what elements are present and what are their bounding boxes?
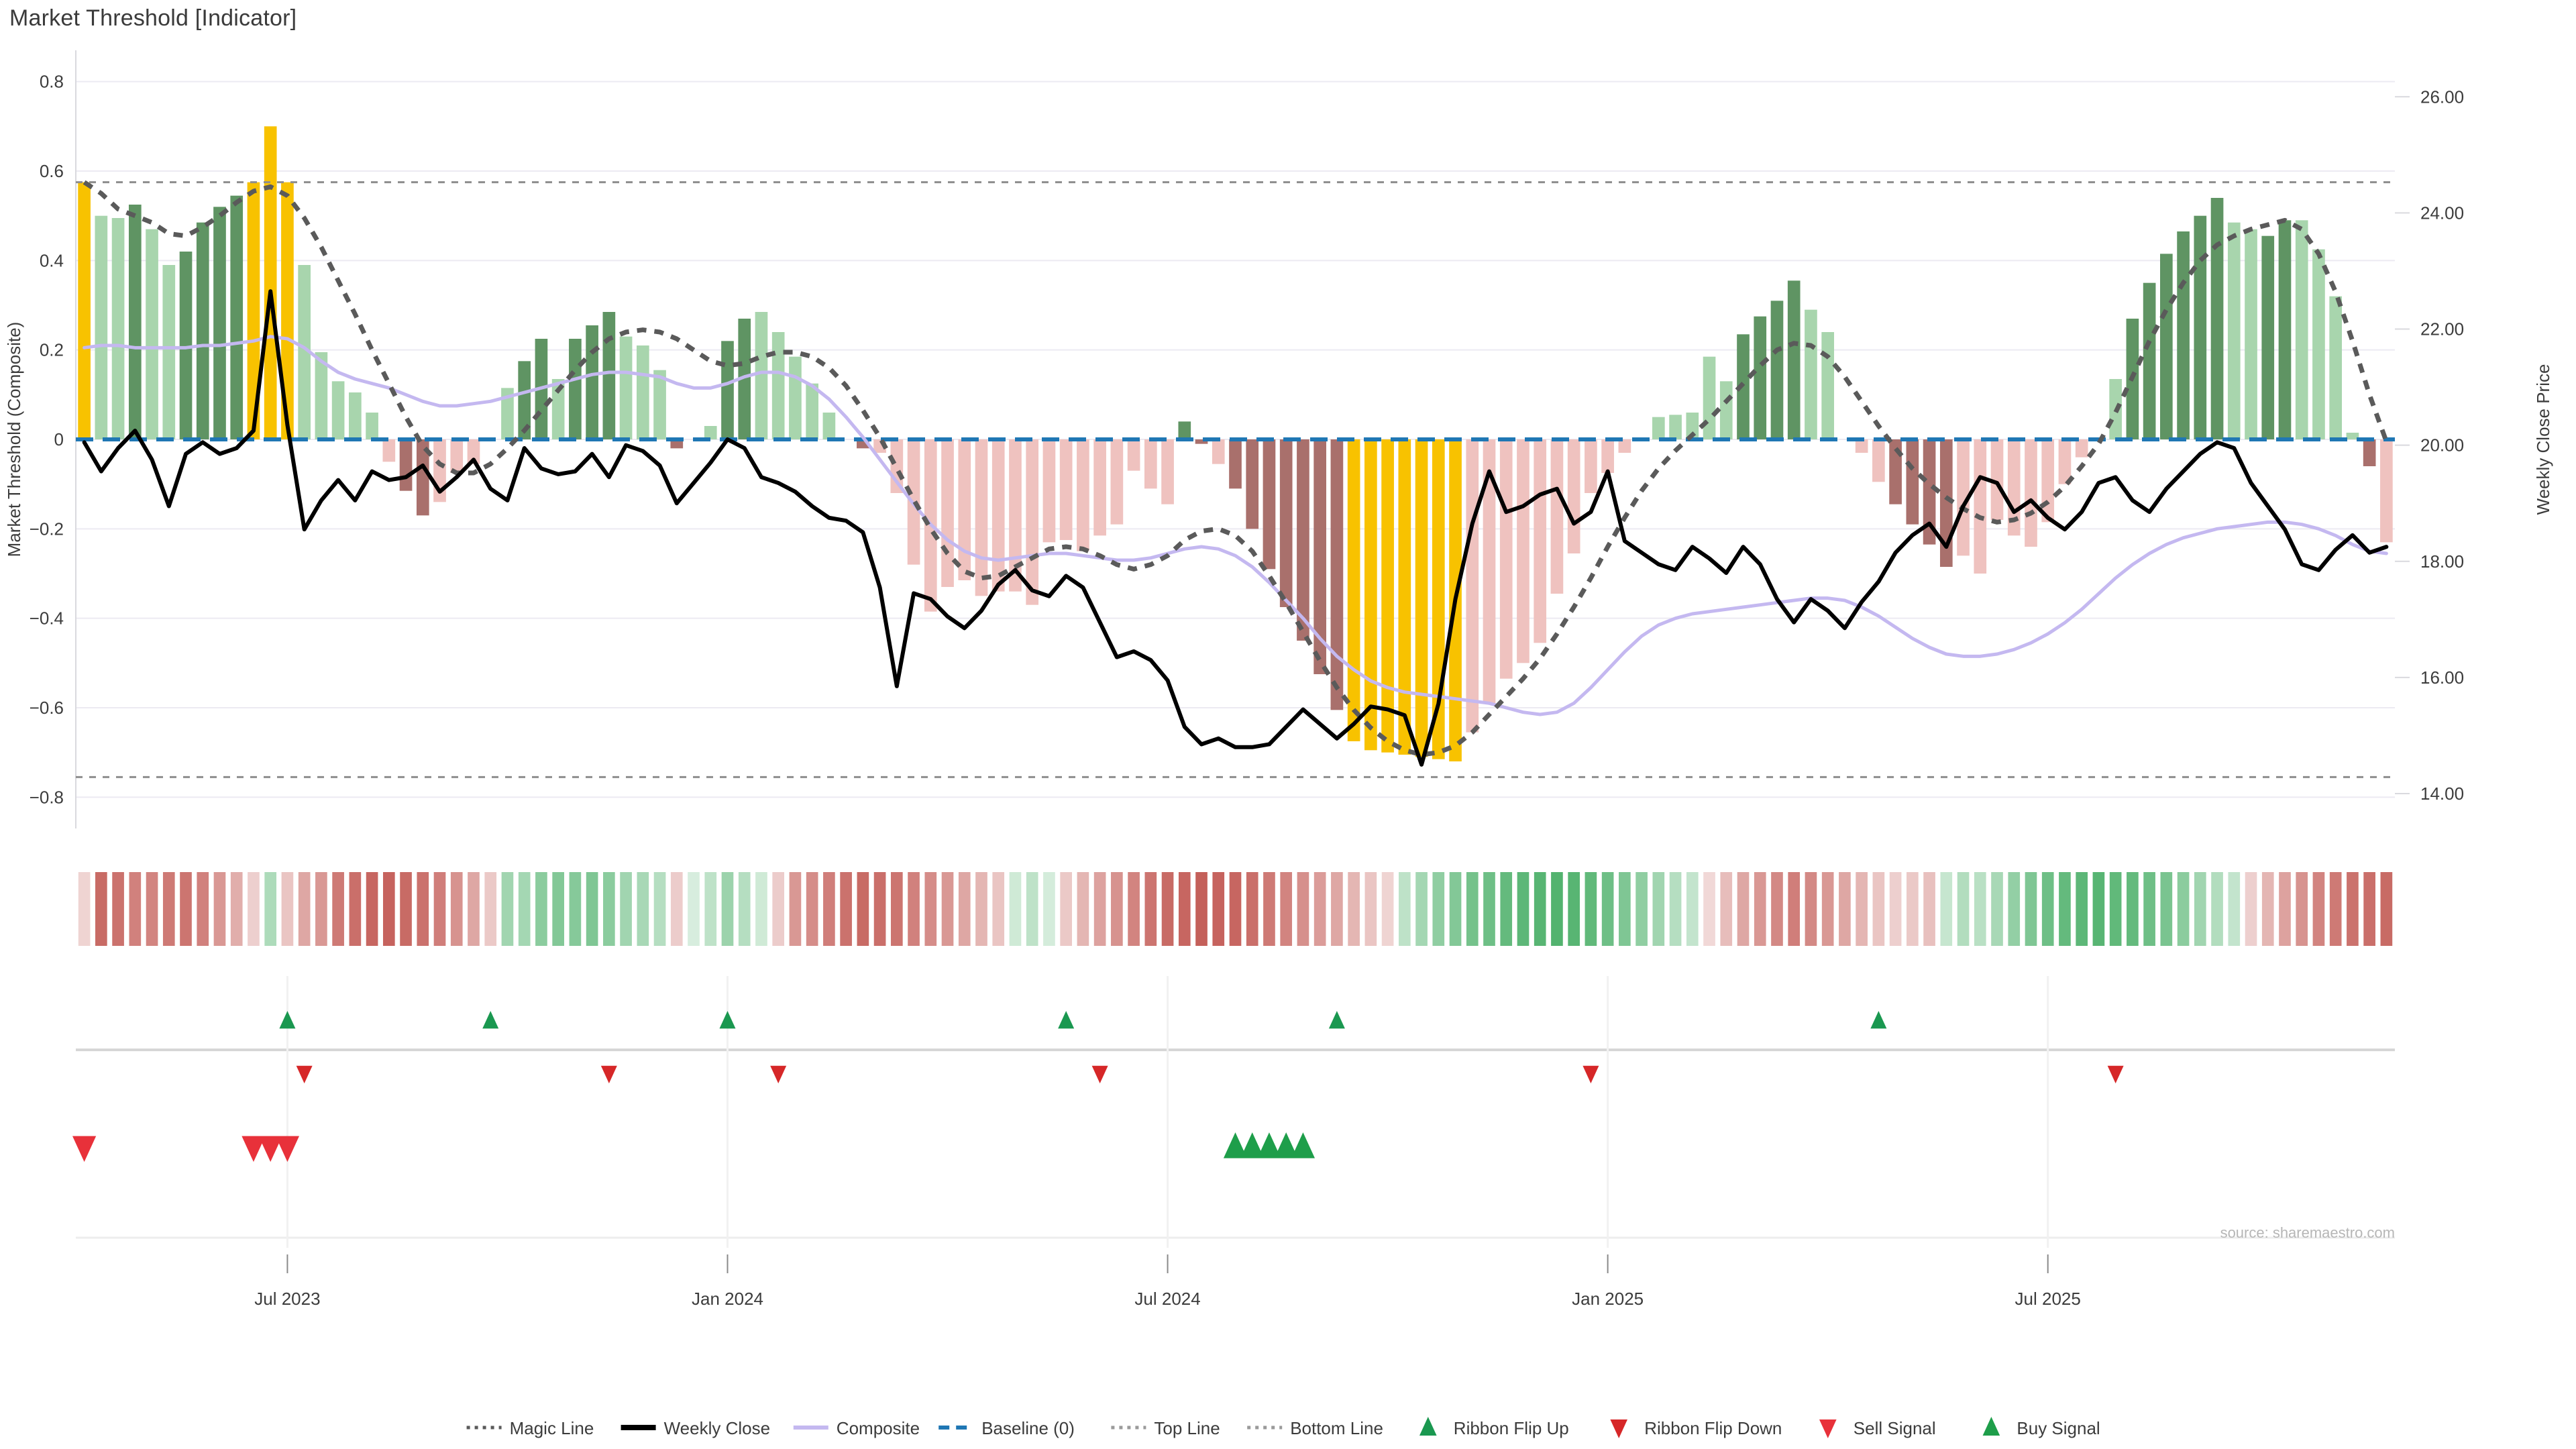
- y-axis-left-tick: 0: [54, 429, 64, 449]
- buy-signal-marker: [1240, 1132, 1265, 1159]
- ribbon-flip-down-marker: [296, 1065, 313, 1083]
- legend-label: Baseline (0): [981, 1418, 1075, 1438]
- y-axis-right-tick: 24.00: [2420, 203, 2464, 223]
- legend-up-triangle-icon: [1419, 1417, 1437, 1436]
- ribbon-strip: [78, 872, 2393, 946]
- legend-item[interactable]: Sell Signal: [1819, 1418, 1936, 1438]
- ribbon-flip-up-marker: [1058, 1011, 1075, 1029]
- legend-item[interactable]: Baseline (0): [938, 1418, 1075, 1438]
- y-axis-left-label: Market Threshold (Composite): [4, 322, 24, 557]
- threshold-lines: [76, 181, 2395, 778]
- sell-signal-marker: [72, 1136, 97, 1162]
- x-axis-tick: Jul 2024: [1134, 1289, 1200, 1309]
- composite-bars: [78, 126, 2393, 761]
- y-axis-left-tick: 0.8: [40, 72, 64, 92]
- x-axis-tick: Jul 2025: [2015, 1289, 2081, 1309]
- ribbon-flip-up-marker: [1328, 1011, 1345, 1029]
- weekly-close-line: [82, 289, 2389, 767]
- legend-item[interactable]: Buy Signal: [1982, 1417, 2100, 1438]
- y-axis-left-tick: 0.2: [40, 340, 64, 360]
- buy-signal-marker: [1223, 1132, 1248, 1159]
- legend-item[interactable]: Composite: [793, 1418, 920, 1438]
- page-title: Market Threshold [Indicator]: [9, 5, 297, 31]
- buy-signal-marker: [1257, 1132, 1281, 1159]
- axis-ticks: 0.8 0.6 0.4 0.2 0 −0.2 −0.4 −0.6 −0.8 26.00 24.00 2…: [4, 72, 2553, 1309]
- sell-signal-marker: [258, 1136, 282, 1162]
- x-axis-tick: Jul 2023: [254, 1289, 320, 1309]
- chart-legend: Magic Line Weekly Close Composite Baseline …: [466, 1417, 2100, 1438]
- y-axis-left-tick: −0.2: [30, 519, 64, 539]
- y-axis-right-tick: 18.00: [2420, 551, 2464, 572]
- x-axis-tick: Jan 2025: [1572, 1289, 1644, 1309]
- legend-label: Weekly Close: [664, 1418, 770, 1438]
- ribbon-flip-up-marker: [279, 1011, 296, 1029]
- legend-label: Bottom Line: [1290, 1418, 1383, 1438]
- source-note: source: sharemaestro.com: [2220, 1224, 2395, 1241]
- legend-label: Magic Line: [510, 1418, 594, 1438]
- buy-signal-marker: [1291, 1132, 1316, 1159]
- ribbon-flip-up-marker: [482, 1011, 499, 1029]
- y-axis-right-tick: 26.00: [2420, 87, 2464, 107]
- ribbon-flip-down-marker: [770, 1065, 787, 1083]
- legend-label: Composite: [837, 1418, 920, 1438]
- ribbon-flip-down-marker: [1091, 1065, 1108, 1083]
- legend-down-triangle-icon: [1819, 1419, 1837, 1438]
- y-axis-left-tick: −0.8: [30, 787, 64, 807]
- y-axis-right-tick: 20.00: [2420, 435, 2464, 455]
- legend-label: Ribbon Flip Up: [1454, 1418, 1569, 1438]
- legend-down-triangle-icon: [1610, 1419, 1627, 1438]
- y-axis-right-tick: 16.00: [2420, 667, 2464, 688]
- ribbon-flip-down-marker: [1582, 1065, 1599, 1083]
- ribbon-flip-down-marker: [2107, 1065, 2124, 1083]
- ribbon-flip-down-marker: [600, 1065, 617, 1083]
- legend-label: Ribbon Flip Down: [1644, 1418, 1782, 1438]
- legend-item[interactable]: Ribbon Flip Up: [1419, 1417, 1569, 1438]
- legend-label: Sell Signal: [1854, 1418, 1936, 1438]
- sell-signal-marker: [275, 1136, 300, 1162]
- legend-item[interactable]: Bottom Line: [1247, 1418, 1383, 1438]
- y-axis-right-tick: 14.00: [2420, 784, 2464, 804]
- legend-item[interactable]: Top Line: [1111, 1418, 1220, 1438]
- y-axis-left-tick: 0.6: [40, 161, 64, 181]
- legend-label: Buy Signal: [2017, 1418, 2100, 1438]
- y-axis-right-tick: 22.00: [2420, 319, 2464, 339]
- ribbon-flip-up-marker: [1870, 1011, 1887, 1029]
- y-axis-right-label: Weekly Close Price: [2533, 364, 2553, 515]
- signal-markers: source: sharemaestro.com: [72, 976, 2395, 1248]
- buy-signal-marker: [1274, 1132, 1298, 1159]
- legend-label: Top Line: [1154, 1418, 1220, 1438]
- ribbon-flip-up-marker: [719, 1011, 736, 1029]
- legend-item[interactable]: Weekly Close: [621, 1418, 770, 1438]
- y-axis-left-tick: −0.4: [30, 608, 64, 629]
- legend-item[interactable]: Ribbon Flip Down: [1610, 1418, 1782, 1438]
- sell-signal-marker: [241, 1136, 266, 1162]
- y-axis-left-tick: −0.6: [30, 698, 64, 718]
- y-axis-left-tick: 0.4: [40, 250, 64, 270]
- composite-line: [83, 335, 2388, 716]
- x-axis-tick: Jan 2024: [692, 1289, 763, 1309]
- legend-up-triangle-icon: [1982, 1417, 2000, 1436]
- legend-item[interactable]: Magic Line: [466, 1418, 594, 1438]
